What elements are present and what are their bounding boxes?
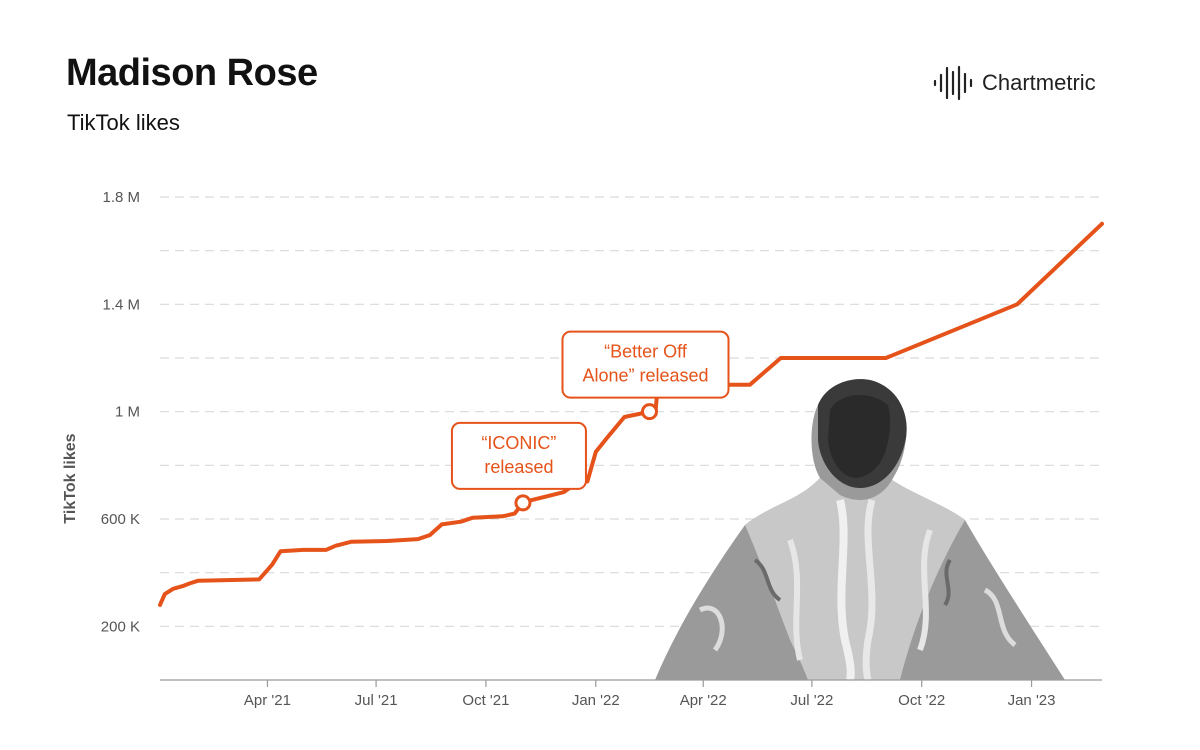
chart-subtitle: TikTok likes [67,110,180,135]
y-axis-label: TikTok likes [62,433,79,523]
x-tick-label: Apr '21 [244,692,291,709]
x-tick-label: Jul '22 [790,692,833,709]
annotation-label: Alone” released [582,366,708,386]
annotation-label: “Better Off [604,342,688,362]
chartmetric-waveform-icon [933,65,973,101]
y-tick-label: 200 K [101,618,140,635]
artist-photo [655,379,1065,681]
chart-title: Madison Rose [66,52,318,94]
annotation: “ICONIC” released [450,421,587,512]
y-tick-label: 1.4 M [102,296,140,313]
annotation: “Better Off Alone” released [561,330,730,421]
brand-logo: Chartmetric [932,64,1096,102]
annotation-label: “ICONIC” [481,433,556,453]
brand-name: Chartmetric [982,70,1096,95]
annotation-box [450,421,587,490]
x-tick-label: Jul '21 [355,692,398,709]
y-tick-label: 600 K [101,511,140,528]
y-tick-label: 1 M [115,404,140,421]
annotations: “ICONIC” released “Better Off Alone” releas… [450,330,730,512]
x-tick-label: Apr '22 [680,692,727,709]
annotation-label: released [484,457,553,477]
x-tick-label: Oct '22 [898,692,945,709]
annotation-box [561,330,730,399]
x-tick-label: Jan '23 [1008,692,1056,709]
x-tick-label: Oct '21 [462,692,509,709]
axes: 200 K 600 K 1 M 1.4 M 1.8 M Apr '21 Jul '21 Oct… [62,189,1102,709]
y-tick-label: 1.8 M [102,189,140,206]
annotation-marker [514,494,532,512]
annotation-marker [641,403,659,421]
x-tick-label: Jan '22 [572,692,620,709]
